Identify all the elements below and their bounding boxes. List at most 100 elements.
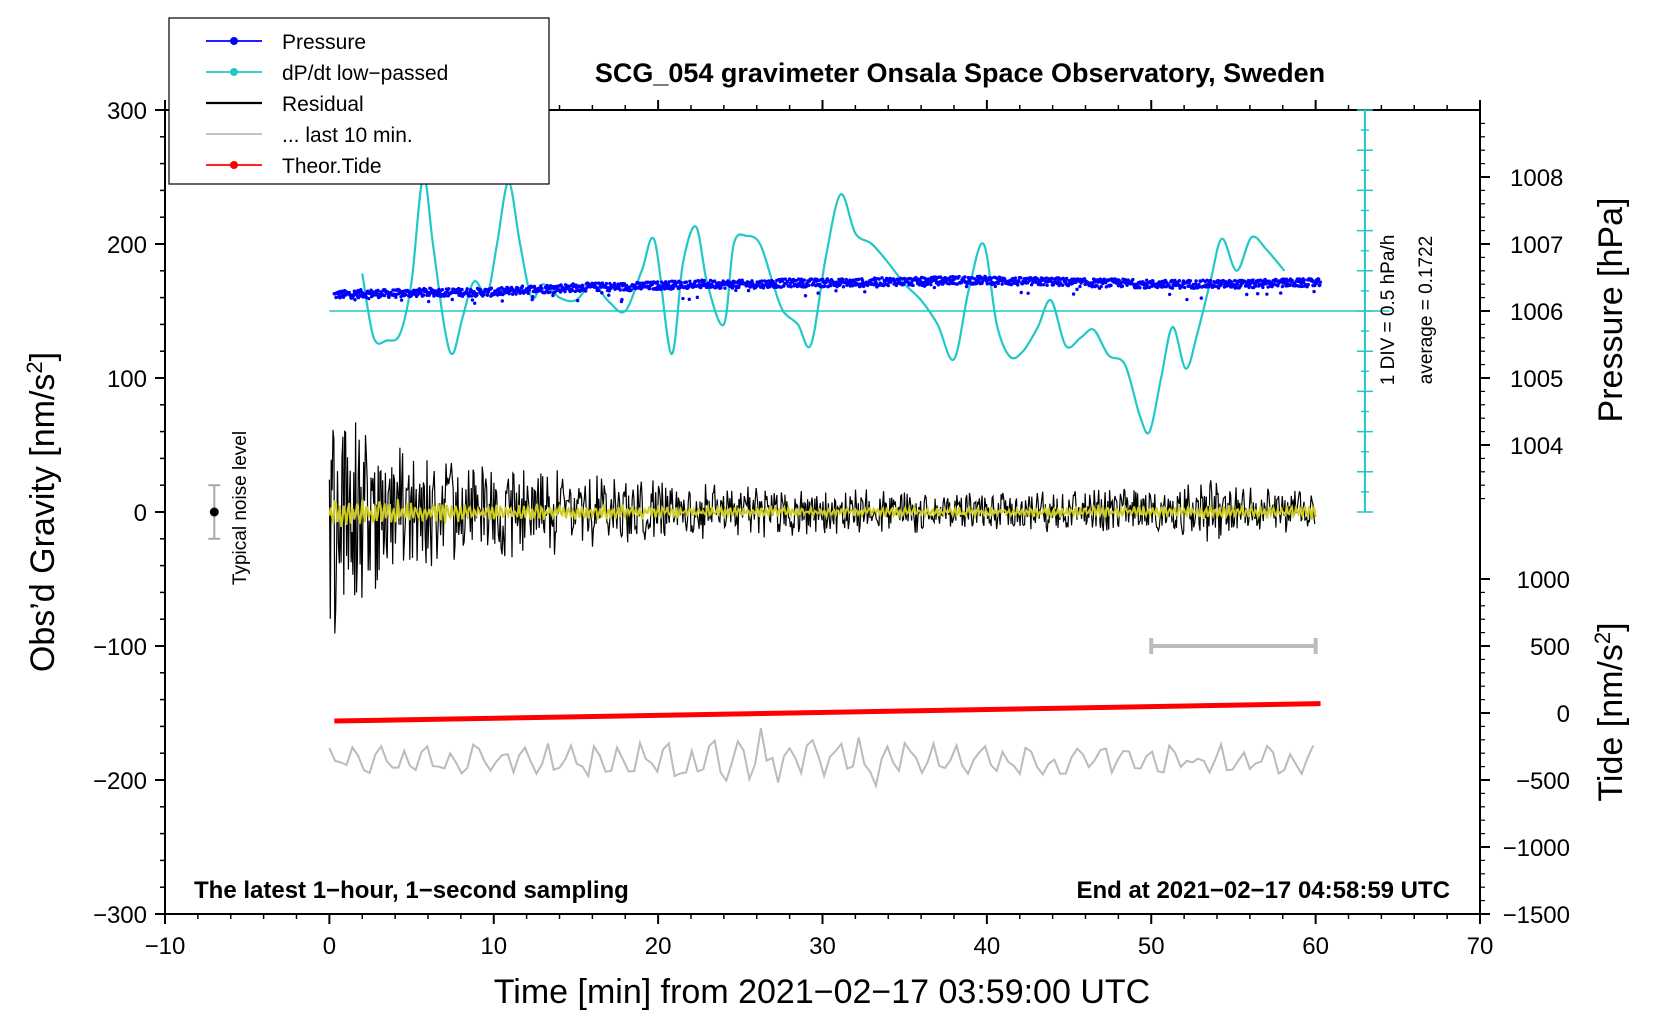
pressure-point xyxy=(716,280,721,285)
pressure-point xyxy=(959,281,964,285)
pressure-point xyxy=(540,286,544,291)
pressure-point xyxy=(998,276,1003,280)
x-tick-label: 40 xyxy=(974,933,1001,960)
pressure-point xyxy=(1216,286,1221,290)
legend-label: dP/dt low−passed xyxy=(282,62,448,85)
tide-tick-label: 500 xyxy=(1530,634,1570,661)
pressure-point xyxy=(863,290,867,294)
tide-axis-title-main: Tide [nm/s xyxy=(1592,644,1630,801)
y-tick-label: −100 xyxy=(93,634,147,661)
pressure-point xyxy=(475,293,479,297)
pressure-point xyxy=(947,282,952,286)
x-tick-label: 10 xyxy=(480,933,507,960)
pressure-point xyxy=(841,277,845,282)
pressure-point xyxy=(1312,289,1316,294)
end-time-note: End at 2021−02−17 04:58:59 UTC xyxy=(1076,877,1450,904)
pressure-point xyxy=(470,298,475,302)
pressure-point xyxy=(1260,279,1264,283)
tide-axis-title-sup: 2 xyxy=(1590,632,1615,644)
pressure-point xyxy=(1182,285,1187,290)
pressure-point xyxy=(489,286,494,290)
pressure-point xyxy=(369,288,373,292)
pressure-point xyxy=(907,283,911,287)
pressure-point xyxy=(963,275,967,279)
pressure-point xyxy=(1074,280,1078,284)
legend-entry: ... last 10 min. xyxy=(206,124,413,147)
pressure-point xyxy=(382,293,387,298)
legend-marker xyxy=(230,37,238,45)
pressure-point xyxy=(810,277,814,281)
pressure-point xyxy=(1194,279,1198,283)
x-tick-label: 50 xyxy=(1138,933,1165,960)
pressure-point xyxy=(723,286,727,290)
pressure-tick-label: 1006 xyxy=(1510,299,1563,326)
pressure-point xyxy=(460,287,464,292)
pressure-point xyxy=(1302,278,1306,282)
pressure-point xyxy=(510,292,515,296)
pressure-point xyxy=(620,297,624,302)
legend: Pressure dP/dt low−passed Residual ... last… xyxy=(168,17,550,185)
pressure-point xyxy=(612,281,617,286)
pressure-point xyxy=(600,291,604,295)
pressure-point xyxy=(801,282,805,286)
pressure-point xyxy=(872,276,877,280)
pressure-point xyxy=(403,292,408,297)
pressure-point xyxy=(1167,292,1172,297)
dpdt-line xyxy=(361,175,1286,435)
pressure-point xyxy=(1261,285,1265,290)
pressure-point xyxy=(967,279,972,283)
pressure-point xyxy=(1109,283,1113,288)
pressure-point xyxy=(1017,279,1021,284)
pressure-point xyxy=(1251,278,1255,282)
pressure-point xyxy=(880,276,884,280)
pressure-tick-label: 1008 xyxy=(1510,165,1563,192)
x-tick-label: 60 xyxy=(1302,933,1329,960)
pressure-point xyxy=(737,285,741,290)
y-axis-title-left-end: ] xyxy=(24,352,62,361)
pressure-point xyxy=(702,278,706,283)
pressure-point xyxy=(807,283,811,287)
x-tick-label: 30 xyxy=(809,933,836,960)
pressure-point xyxy=(1255,292,1260,296)
pressure-point xyxy=(1151,279,1155,283)
noise-dot xyxy=(209,507,219,517)
pressure-point xyxy=(1144,278,1149,282)
pressure-point xyxy=(472,289,476,294)
dpdt-scale-label: 1 DIV = 0.5 hPa/h xyxy=(1378,235,1399,386)
pressure-point xyxy=(834,289,838,293)
pressure-point xyxy=(526,291,530,295)
pressure-point xyxy=(604,281,609,286)
pressure-point xyxy=(687,285,691,289)
pressure-point xyxy=(507,291,511,296)
pressure-point xyxy=(593,281,598,285)
pressure-point xyxy=(1306,282,1311,287)
tide-axis-title-end: ] xyxy=(1592,622,1630,631)
pressure-point xyxy=(367,296,371,301)
y-tick-label: −200 xyxy=(93,768,147,795)
pressure-point xyxy=(359,287,363,292)
y-axis-title-left-sup: 2 xyxy=(22,361,47,373)
legend-marker xyxy=(230,68,238,76)
pressure-point xyxy=(734,288,738,293)
pressure-point xyxy=(1290,278,1294,283)
pressure-point xyxy=(1207,284,1211,289)
pressure-point xyxy=(957,274,961,279)
pressure-point xyxy=(458,290,462,295)
pressure-point xyxy=(527,288,532,292)
pressure-point xyxy=(575,298,580,303)
pressure-point xyxy=(1188,279,1193,283)
pressure-point xyxy=(655,280,660,284)
y-axis-title-left: Obs’d Gravity [nm/s2] xyxy=(22,352,62,672)
pressure-point xyxy=(886,283,891,288)
pressure-point xyxy=(985,282,989,286)
pressure-point xyxy=(353,298,357,302)
pressure-point xyxy=(989,276,994,280)
pressure-point xyxy=(1010,276,1015,281)
pressure-point xyxy=(1208,278,1213,283)
pressure-point xyxy=(783,277,788,281)
x-tick-label: 20 xyxy=(645,933,672,960)
pressure-point xyxy=(469,288,473,292)
legend-box xyxy=(168,17,550,185)
pressure-point xyxy=(647,286,652,291)
